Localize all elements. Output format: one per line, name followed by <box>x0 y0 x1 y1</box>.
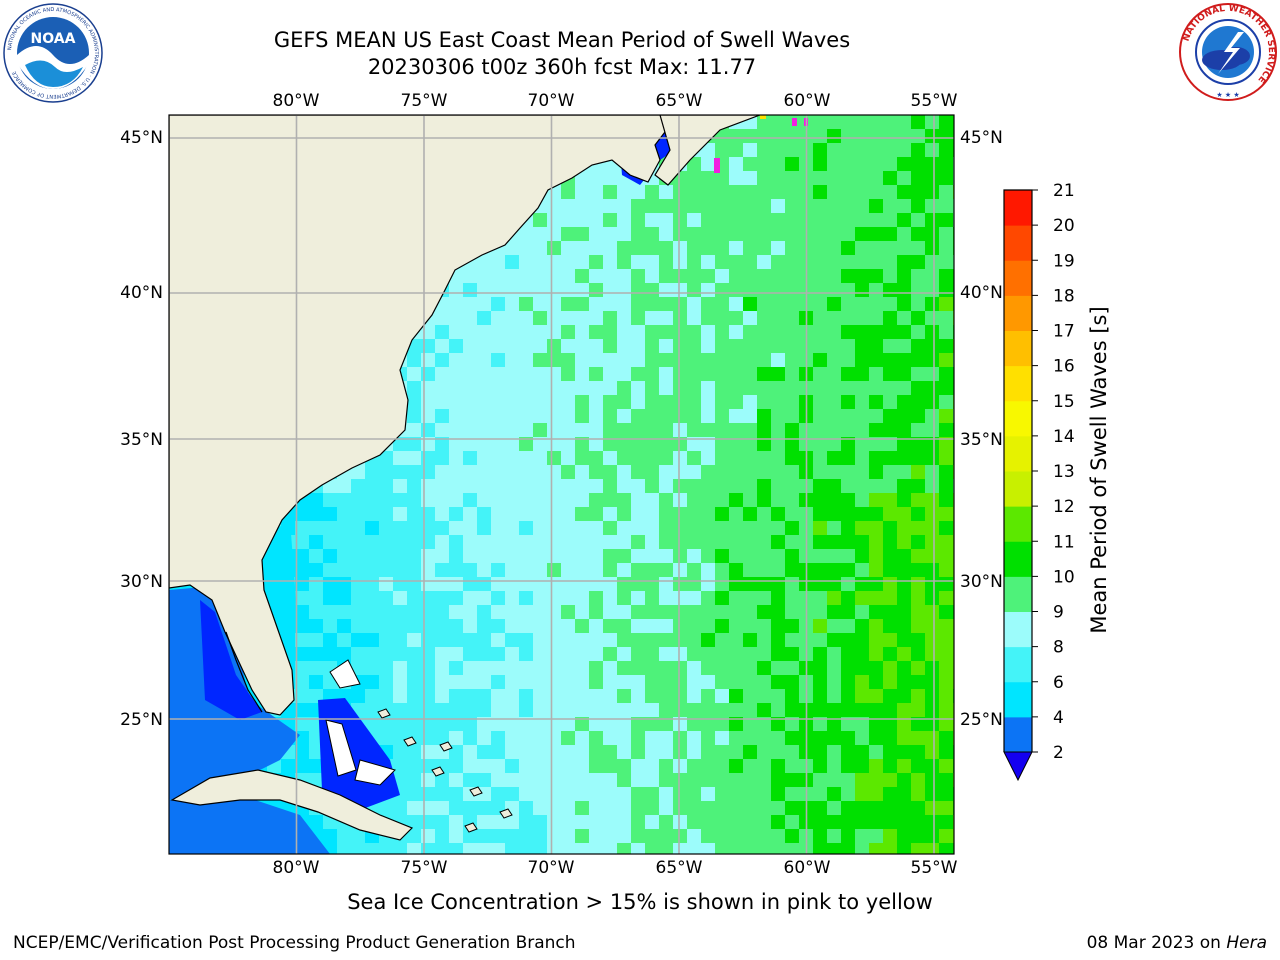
colorbar-swatch <box>1004 365 1032 402</box>
lat-label-right-30n: 30°N <box>960 572 1003 592</box>
lat-label-left-45n: 45°N <box>120 128 163 148</box>
colorbar-tick-label: 19 <box>1053 251 1075 271</box>
colorbar-tick-label: 4 <box>1053 708 1064 728</box>
colorbar-title: Mean Period of Swell Waves [s] <box>1087 306 1111 633</box>
map-border <box>168 114 955 855</box>
lat-label-left-40n: 40°N <box>120 283 163 303</box>
footer-host: Hera <box>1226 933 1267 953</box>
colorbar-tick-label: 18 <box>1053 286 1075 306</box>
lat-label-right-25n: 25°N <box>960 710 1003 730</box>
colorbar-swatch <box>1004 576 1032 612</box>
colorbar-ticks: 2 4 6 8 9 10 11 12 13 14 15 16 17 18 19 20 21 <box>1032 181 1075 763</box>
colorbar-swatch <box>1004 330 1032 367</box>
lat-label-left-35n: 35°N <box>120 430 163 450</box>
lon-label-top-65w: 65°W <box>656 91 703 111</box>
noaa-logo: NOAA NATIONAL OCEANIC AND ATMOSPHERIC AD… <box>3 3 103 103</box>
land-layer <box>169 115 761 841</box>
lon-label-top-55w: 55°W <box>911 91 958 111</box>
map-title: GEFS MEAN US East Coast Mean Period of S… <box>273 28 851 52</box>
colorbar-swatch <box>1004 435 1032 472</box>
colorbar-swatch <box>1004 225 1032 261</box>
colorbar-swatch <box>1004 541 1032 577</box>
lon-label-top-75w: 75°W <box>401 91 448 111</box>
colorbar: 2 4 6 8 9 10 11 12 13 14 15 16 17 18 19 20 21 <box>1003 181 1075 782</box>
lat-label-left-30n: 30°N <box>120 572 163 592</box>
colorbar-swatch <box>1004 681 1032 718</box>
colorbar-tick-label: 17 <box>1053 322 1075 342</box>
lat-label-right-45n: 45°N <box>960 128 1003 148</box>
svg-text:★ ★ ★: ★ ★ ★ <box>1216 91 1239 99</box>
lon-label-top-80w: 80°W <box>273 91 320 111</box>
footer-date: 08 Mar 2023 on Hera <box>1087 933 1267 953</box>
colorbar-swatch <box>1004 295 1032 331</box>
colorbar-swatch <box>1004 260 1032 296</box>
map-panel <box>169 115 954 854</box>
colorbar-tick-label: 9 <box>1053 603 1064 623</box>
lon-label-bottom-60w: 60°W <box>784 858 831 878</box>
sea-ice-note: Sea Ice Concentration > 15% is shown in … <box>347 890 933 914</box>
colorbar-swatch <box>1004 400 1032 437</box>
footer-date-text: 08 Mar 2023 on <box>1086 933 1227 953</box>
lon-label-top-70w: 70°W <box>528 91 575 111</box>
colorbar-swatch <box>1004 471 1032 507</box>
footer-credit: NCEP/EMC/Verification Post Processing Pr… <box>13 933 576 953</box>
colorbar-swatches <box>1003 189 1033 782</box>
lat-label-right-40n: 40°N <box>960 283 1003 303</box>
colorbar-tick-label: 15 <box>1053 392 1075 412</box>
colorbar-tick-label: 14 <box>1053 427 1075 447</box>
lat-lon-grid <box>169 115 954 854</box>
lon-label-bottom-70w: 70°W <box>528 858 575 878</box>
colorbar-tick-label: 11 <box>1053 532 1075 552</box>
colorbar-tick-label: 13 <box>1053 462 1075 482</box>
lon-label-bottom-55w: 55°W <box>911 858 958 878</box>
colorbar-swatch <box>1004 646 1032 683</box>
colorbar-swatch <box>1004 506 1032 542</box>
colorbar-tick-label: 20 <box>1053 216 1075 236</box>
colorbar-tick-label: 21 <box>1053 181 1075 201</box>
lon-label-bottom-80w: 80°W <box>273 858 320 878</box>
map-subtitle: 20230306 t00z 360h fcst Max: 11.77 <box>367 55 757 79</box>
colorbar-tick-label: 6 <box>1053 673 1064 693</box>
lat-label-right-35n: 35°N <box>960 430 1003 450</box>
colorbar-swatch <box>1004 190 1032 226</box>
colorbar-tick-label: 8 <box>1053 638 1064 658</box>
colorbar-swatch <box>1004 611 1032 648</box>
lon-label-top-60w: 60°W <box>784 91 831 111</box>
colorbar-tick-label: 12 <box>1053 497 1075 517</box>
colorbar-swatch <box>1004 716 1032 753</box>
colorbar-tick-label: 2 <box>1053 743 1064 763</box>
lon-label-bottom-75w: 75°W <box>401 858 448 878</box>
lon-label-bottom-65w: 65°W <box>656 858 703 878</box>
colorbar-tick-label: 16 <box>1053 357 1075 377</box>
nws-logo: NATIONAL WEATHER SERVICE ★ ★ ★ <box>1179 3 1277 101</box>
colorbar-extend-arrow <box>1003 751 1033 782</box>
colorbar-tick-label: 10 <box>1053 567 1075 587</box>
lat-label-left-25n: 25°N <box>120 710 163 730</box>
noaa-logo-text: NOAA <box>31 31 76 47</box>
